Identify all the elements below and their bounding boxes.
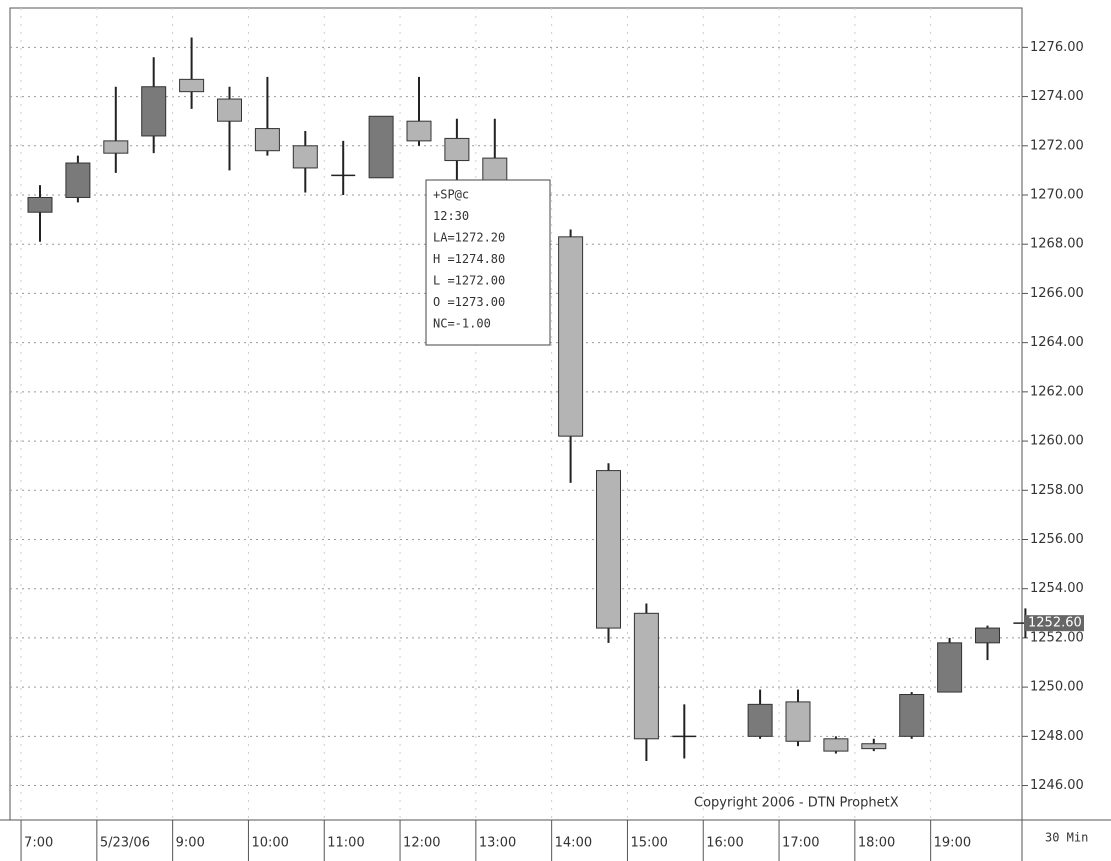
y-tick-label: 1264.00 [1030,335,1084,350]
candle-body [444,137,470,162]
x-tick-label: 18:00 [858,836,895,851]
y-tick-label: 1272.00 [1030,138,1084,153]
x-tick-label: 10:00 [251,836,288,851]
y-tick-label: 1266.00 [1030,286,1084,301]
last-price-label: 1252.60 [1028,616,1082,631]
y-tick-label: 1246.00 [1030,778,1084,793]
candle-body [747,703,773,737]
candle-body [975,627,1000,644]
candle-body [368,115,394,179]
candle-body [27,196,53,213]
candle-body [217,98,242,122]
candle-body [596,470,621,629]
candle-body [937,642,963,693]
x-tick-label: 15:00 [630,836,667,851]
x-tick-label: 13:00 [479,836,516,851]
x-tick-label: 12:00 [403,836,440,851]
y-tick-label: 1276.00 [1030,40,1084,55]
y-tick-label: 1256.00 [1030,532,1084,547]
tooltip-line: NC=-1.00 [433,317,491,331]
y-tick-label: 1248.00 [1030,729,1084,744]
tooltip-line: L =1272.00 [433,274,505,288]
candle-body [141,86,167,137]
x-tick-label: 11:00 [327,836,364,851]
tooltip-line: 12:30 [433,209,469,223]
candle-body [103,140,129,154]
candle-body [179,78,205,93]
y-tick-label: 1260.00 [1030,434,1084,449]
candle-body [406,120,432,142]
candle-body [558,236,584,437]
tooltip-line: +SP@c [433,188,469,202]
candle-body [861,743,887,750]
tooltip-line: LA=1272.20 [433,231,505,245]
interval-label: 30 Min [1045,831,1088,845]
x-tick-label: 19:00 [934,836,971,851]
candle-body [65,162,91,198]
x-tick-label: 16:00 [706,836,743,851]
copyright: Copyright 2006 - DTN ProphetX [694,796,899,811]
candle-body [292,145,318,169]
y-tick-label: 1258.00 [1030,483,1084,498]
y-tick-label: 1274.00 [1030,89,1084,104]
x-tick-label: 9:00 [176,836,205,851]
tooltip-line: H =1274.80 [433,252,505,266]
candle-body [899,694,925,737]
last-price-box [1024,615,1084,632]
candle-body [633,612,659,740]
x-tick-label: 17:00 [782,836,819,851]
y-tick-label: 1262.00 [1030,384,1084,399]
x-tick-label: 14:00 [555,836,592,851]
x-tick-label: 5/23/06 [100,836,150,851]
y-tick-label: 1270.00 [1030,188,1084,203]
candle-body [254,128,280,152]
y-tick-label: 1252.00 [1030,630,1084,645]
y-tick-label: 1268.00 [1030,237,1084,252]
tooltip-box [425,179,551,346]
x-tick-label: 7:00 [24,836,53,851]
candle-body [785,701,811,742]
y-tick-label: 1254.00 [1030,581,1084,596]
tooltip-line: O =1273.00 [433,295,505,309]
y-tick-label: 1250.00 [1030,680,1084,695]
candle-body [823,738,849,752]
